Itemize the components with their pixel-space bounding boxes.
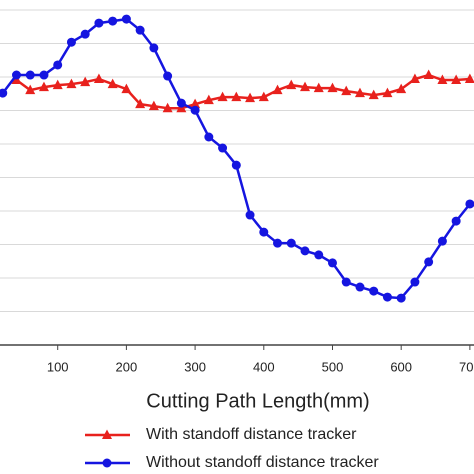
data-point xyxy=(162,102,173,113)
x-tick-label: 600 xyxy=(390,359,412,374)
data-point xyxy=(245,92,256,103)
data-point xyxy=(148,100,159,111)
data-point xyxy=(341,85,352,96)
data-point xyxy=(300,246,310,256)
data-point xyxy=(52,79,63,90)
data-point xyxy=(80,76,91,87)
data-point xyxy=(424,257,434,267)
data-point xyxy=(286,238,296,248)
data-point xyxy=(464,73,474,84)
data-point xyxy=(327,82,338,93)
data-point xyxy=(93,73,104,84)
data-point xyxy=(190,105,200,115)
x-tick-label: 200 xyxy=(116,359,138,374)
data-point xyxy=(25,70,35,80)
data-point xyxy=(396,83,407,94)
x-tick-label: 100 xyxy=(47,359,69,374)
data-point xyxy=(369,286,379,296)
data-point xyxy=(245,210,255,220)
legend-marker xyxy=(102,458,112,468)
data-point xyxy=(396,293,406,303)
data-point xyxy=(163,71,173,81)
data-point xyxy=(38,81,49,92)
data-point xyxy=(204,132,214,142)
data-point xyxy=(0,88,8,98)
data-point xyxy=(94,18,104,28)
data-point xyxy=(423,69,434,80)
data-point xyxy=(203,94,214,105)
legend-label: Without standoff distance tracker xyxy=(146,454,379,471)
data-point xyxy=(190,98,201,109)
x-tick-label: 700 xyxy=(459,359,474,374)
data-point xyxy=(465,199,474,209)
data-point xyxy=(149,43,159,53)
data-point xyxy=(409,73,420,84)
data-point xyxy=(53,60,63,70)
series-line xyxy=(1,17,471,300)
data-point xyxy=(286,79,297,90)
data-point xyxy=(451,216,461,226)
data-point xyxy=(273,238,283,248)
data-point xyxy=(107,78,118,89)
data-point xyxy=(354,87,365,98)
data-point xyxy=(368,89,379,100)
data-point xyxy=(313,82,324,93)
series-line xyxy=(15,73,470,110)
data-point xyxy=(451,74,462,85)
data-point xyxy=(300,81,311,92)
data-point xyxy=(437,74,448,85)
data-point xyxy=(355,282,365,292)
data-point xyxy=(135,25,145,35)
data-point xyxy=(121,14,131,24)
data-point xyxy=(108,16,118,26)
data-point xyxy=(437,236,447,246)
data-point xyxy=(231,91,242,102)
x-tick-label: 500 xyxy=(322,359,344,374)
data-point xyxy=(11,70,21,80)
data-point xyxy=(410,277,420,287)
x-tick-label: 400 xyxy=(253,359,275,374)
data-point xyxy=(39,70,49,80)
data-point xyxy=(382,292,392,302)
data-point xyxy=(217,91,228,102)
data-point xyxy=(66,37,76,47)
data-point xyxy=(382,87,393,98)
data-point xyxy=(259,227,269,237)
data-point xyxy=(80,29,90,39)
data-point xyxy=(341,277,351,287)
legend-label: With standoff distance tracker xyxy=(146,426,357,443)
x-tick-label: 300 xyxy=(184,359,206,374)
data-point xyxy=(314,250,324,260)
data-point xyxy=(258,91,269,102)
data-point xyxy=(218,143,228,153)
data-point xyxy=(25,84,36,95)
data-point xyxy=(135,98,146,109)
data-point xyxy=(327,258,337,268)
data-point xyxy=(272,84,283,95)
data-point xyxy=(121,83,132,94)
data-point xyxy=(66,78,77,89)
data-point xyxy=(231,160,241,170)
legend-marker xyxy=(102,429,112,439)
data-point xyxy=(176,98,186,108)
x-axis-label: Cutting Path Length(mm) xyxy=(146,390,369,412)
